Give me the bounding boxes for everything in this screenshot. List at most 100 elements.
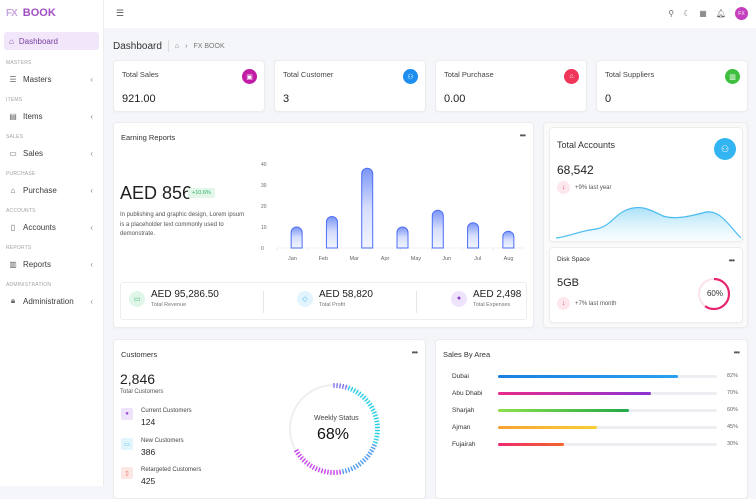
chevron-left-icon: ‹	[90, 297, 93, 306]
earning-description: In publishing and graphic design, Lorem …	[120, 211, 250, 240]
stat-label: Total Customer	[283, 70, 333, 79]
earning-amount: AED 856	[120, 183, 192, 204]
progress-track	[498, 392, 717, 395]
chevron-left-icon: ‹	[90, 186, 93, 195]
sidebar-item-purchase[interactable]: ⌂ Purchase ‹	[0, 182, 103, 198]
area-name: Dubai	[452, 373, 490, 380]
area-name: Sharjah	[452, 407, 490, 414]
area-row: Dubai 82%	[452, 371, 738, 381]
item-value: 386	[141, 447, 184, 457]
bar	[468, 223, 479, 248]
more-options-icon[interactable]: •••	[734, 348, 739, 357]
weekly-status-value: 68%	[317, 426, 349, 444]
ring-segment	[328, 470, 329, 475]
sidebar-item-label: Accounts	[23, 223, 56, 232]
sidebar-item-reports[interactable]: ▥ Reports ‹	[0, 256, 103, 272]
stat-card: Total Suppliers ▥ 0	[596, 60, 748, 112]
chevron-left-icon: ‹	[90, 260, 93, 269]
stat-value: 3	[283, 93, 289, 105]
sidebar-item-dashboard[interactable]: ⌂ Dashboard	[4, 32, 99, 50]
credit-card-icon: ▭	[129, 291, 145, 307]
x-tick-label: May	[411, 256, 422, 262]
page-title: Dashboard	[113, 41, 162, 52]
item-label: Retargeted Customers	[141, 467, 201, 473]
progress-fill	[498, 409, 629, 412]
stat-label: Total Sales	[122, 70, 159, 79]
ring-segment	[324, 469, 325, 474]
search-icon[interactable]: ⚲	[668, 9, 674, 18]
more-options-icon[interactable]: •••	[520, 131, 525, 140]
breadcrumb-home-icon[interactable]: ⌂	[175, 43, 179, 50]
dark-mode-icon[interactable]: ☾	[683, 9, 690, 18]
logo[interactable]: FX BOOK	[0, 0, 103, 26]
sidebar-section-header: ACCOUNTS	[0, 208, 103, 214]
sidebar-section-header: ITEMS	[0, 97, 103, 103]
avatar[interactable]: FX	[735, 7, 748, 20]
area-row: Fujairah 30%	[452, 439, 738, 449]
ring-segment	[343, 384, 344, 389]
sidebar-item-label: Items	[23, 112, 43, 121]
notification-bell-icon[interactable]: 🔔︎	[716, 9, 726, 18]
weekly-status-label: Weekly Status	[314, 415, 359, 422]
y-tick-label: 20	[261, 204, 267, 210]
accounts-area-chart	[551, 196, 743, 241]
y-tick-label: 0	[261, 246, 264, 252]
progress-fill	[498, 426, 597, 429]
sidebar-item-items[interactable]: ▤ Items ‹	[0, 108, 103, 124]
menu-toggle-icon[interactable]: ☰	[116, 8, 124, 19]
sidebar-item-administration[interactable]: 🔒︎ Administration ‹	[0, 293, 103, 309]
bar	[291, 227, 302, 248]
basket-icon: ⌂	[8, 186, 18, 195]
sidebar-item-accounts[interactable]: ▯ Accounts ‹	[0, 219, 103, 235]
card-title: Earning Reports	[121, 133, 175, 142]
total-customers-label: Total Customers	[120, 389, 163, 395]
sidebar-item-masters[interactable]: ☰ Masters ‹	[0, 71, 103, 87]
sidebar-item-label: Administration	[23, 297, 74, 306]
sidebar-section-header: ADMINISTRATION	[0, 282, 103, 288]
apps-grid-icon[interactable]: ▦	[699, 9, 707, 18]
chevron-left-icon: ‹	[90, 75, 93, 84]
sidebar-section-header: MASTERS	[0, 60, 103, 66]
card-title: Total Accounts	[557, 140, 615, 150]
ring-segment	[374, 421, 379, 422]
sidebar: FX BOOK ⌂ Dashboard MASTERS ☰ Masters ‹ …	[0, 0, 104, 486]
item-value: 124	[141, 417, 192, 427]
summary-label: Total Revenue	[151, 302, 219, 308]
sidebar-item-sales[interactable]: ▭ Sales ‹	[0, 145, 103, 161]
area-row: Sharjah 60%	[452, 405, 738, 415]
trend: ↓ +9% last year	[557, 181, 612, 194]
sidebar-section-header: PURCHASE	[0, 171, 103, 177]
area-row: Ajman 45%	[452, 422, 738, 432]
total-accounts-value: 68,542	[557, 163, 594, 177]
stat-value: 921.00	[122, 93, 156, 105]
more-options-icon[interactable]: •••	[412, 348, 417, 357]
area-row: Abu Dhabi 70%	[452, 388, 738, 398]
home-icon: ⌂	[9, 37, 14, 46]
users-icon: ⚇	[403, 69, 418, 84]
item-label: Current Customers	[141, 408, 192, 414]
ring-segment	[374, 439, 379, 440]
divider	[416, 291, 417, 313]
arrow-down-icon: ↓	[557, 297, 570, 310]
receipt-icon: ▭	[8, 149, 18, 158]
x-tick-label: Apr	[381, 256, 390, 262]
disk-value: 5GB	[557, 277, 579, 289]
y-tick-label: 10	[261, 225, 267, 231]
area-percent: 45%	[726, 424, 738, 430]
total-accounts-card: Total Accounts ⚇ 68,542 ↓ +9% last year	[549, 127, 743, 242]
items-icon: ▤	[8, 112, 18, 121]
progress-track	[498, 409, 717, 412]
bar	[432, 210, 443, 248]
logo-mark: FX	[6, 8, 17, 19]
x-tick-label: Jun	[442, 256, 451, 262]
progress-fill	[498, 443, 564, 446]
ring-segment	[343, 469, 344, 474]
progress-track	[498, 375, 717, 378]
x-tick-label: Jan	[288, 256, 297, 262]
accounts-panel: Total Accounts ⚇ 68,542 ↓ +9% last year …	[543, 122, 748, 328]
more-options-icon[interactable]: •••	[729, 256, 734, 265]
